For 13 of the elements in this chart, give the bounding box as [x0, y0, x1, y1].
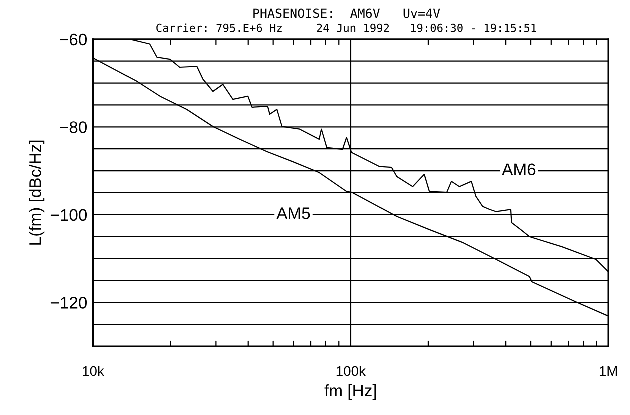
- y-tick-label: −120: [50, 297, 88, 309]
- chart-title: PHASENOISE: AM6V Uv=4V: [254, 8, 440, 18]
- y-tick-label: −60: [60, 34, 88, 46]
- y-axis-title: L(fm) [dBc/Hz]: [29, 140, 45, 245]
- x-tick-label: 1M: [600, 366, 618, 376]
- chart-subtitle: Carrier: 795.E+6 Hz 24 Jun 1992 19:06:30 - 19:15:51: [156, 24, 536, 32]
- annotation: AM6: [502, 164, 536, 176]
- x-tick-label: 10k: [83, 366, 104, 376]
- y-tick-label: −80: [60, 122, 88, 134]
- x-axis-title: fm [Hz]: [324, 384, 376, 400]
- y-tick-label: −100: [50, 209, 88, 222]
- annotation: AM5: [276, 208, 310, 220]
- x-tick-label: 100k: [336, 366, 366, 376]
